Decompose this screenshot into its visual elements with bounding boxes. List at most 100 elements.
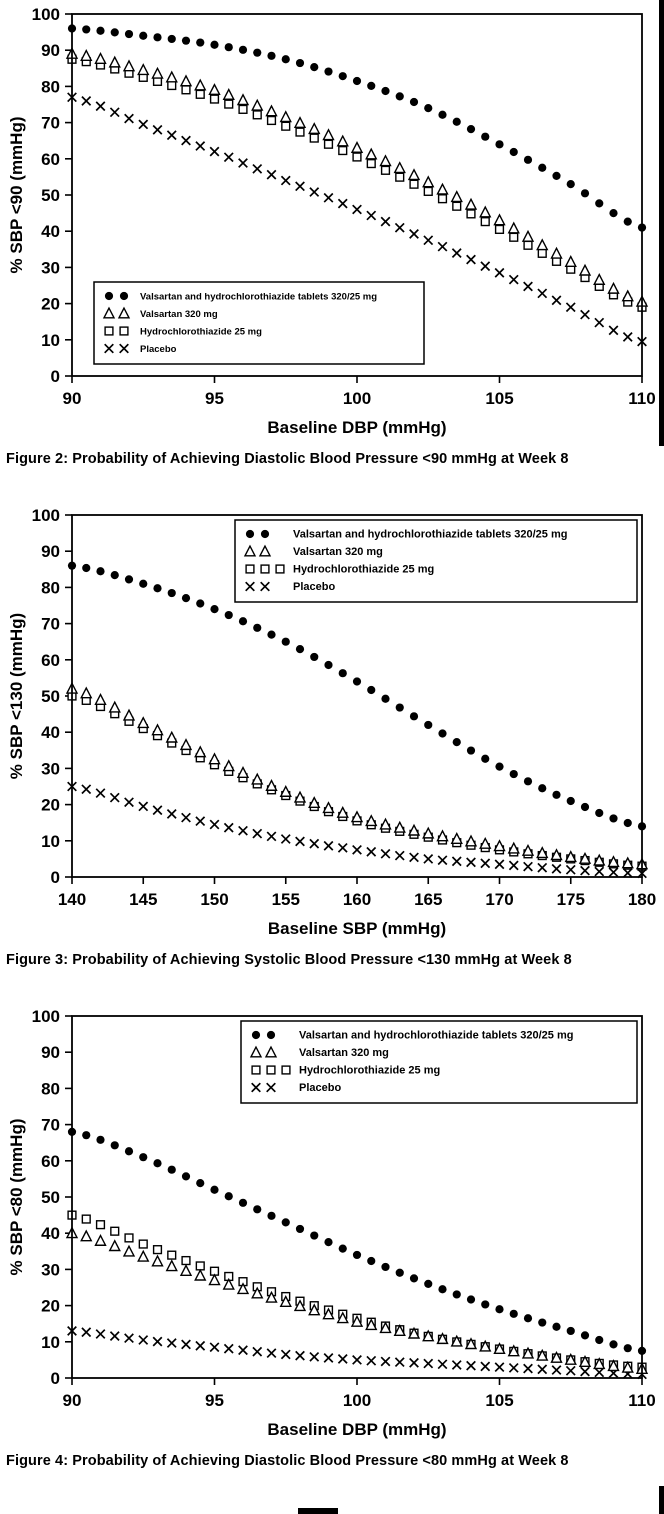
figure-3-chart: 140 145 150 155 160 165 170 175 180 0 10 20 30 40 50 60… (7, 506, 656, 938)
x-tick-label: 170 (485, 890, 513, 909)
figure-4-chart: 90 95 100 105 110 0 10 20 30 40 50 60 70 80 90 100 Basel… (7, 1007, 656, 1439)
x-tick-label: 110 (628, 1391, 655, 1410)
x-tick-label: 175 (557, 890, 585, 909)
figure-4-caption: Figure 4: Probability of Achieving Diast… (6, 1453, 569, 1469)
x-tick-label: 100 (343, 1391, 371, 1410)
legend-label: Valsartan 320 mg (293, 546, 383, 558)
y-tick-label: 50 (41, 687, 60, 706)
y-tick-label: 60 (41, 1152, 60, 1171)
y-tick-label: 10 (41, 832, 60, 851)
axes: 140 145 150 155 160 165 170 175 180 0 10 20 30 40 50 60… (7, 506, 656, 938)
y-tick-label: 10 (41, 331, 60, 350)
legend-label: Hydrochlorothiazide 25 mg (140, 327, 262, 338)
plot-frame (71, 514, 643, 878)
y-tick-label: 100 (32, 1007, 60, 1026)
series-filled-circle (67, 24, 647, 232)
legend: Valsartan and hydrochlorothiazide tablet… (234, 519, 638, 603)
axes: 90 95 100 105 110 0 10 20 30 40 50 60 70 80 90 100 Basel… (7, 1007, 656, 1439)
y-tick-label: 30 (41, 258, 60, 277)
x-tick-label: 90 (63, 389, 82, 408)
x-tick-label: 95 (205, 1391, 224, 1410)
y-tick-label: 10 (41, 1333, 60, 1352)
y-tick-label: 100 (32, 506, 60, 525)
y-tick-label: 70 (41, 114, 60, 133)
scan-artifact-bottom-center (298, 1508, 338, 1514)
y-tick-label: 90 (41, 1043, 60, 1062)
legend-label: Placebo (140, 344, 177, 355)
x-tick-label: 180 (628, 890, 656, 909)
y-tick-label: 60 (41, 150, 60, 169)
plot-frame (71, 13, 643, 377)
series-open-triangle (65, 46, 649, 307)
series-open-triangle (65, 681, 649, 870)
x-tick-label: 145 (129, 890, 157, 909)
scan-artifact-right-bottom (659, 1486, 664, 1514)
y-tick-label: 0 (51, 1369, 60, 1388)
plot-frame (71, 1015, 643, 1379)
y-axis-label: % SBP <90 (mmHg) (7, 117, 26, 274)
axes: 90 95 100 105 110 0 10 20 30 40 50 60 70 80 90 100 Basel… (7, 5, 656, 437)
y-axis-label: % SBP <80 (mmHg) (7, 1119, 26, 1276)
legend-label: Valsartan 320 mg (299, 1047, 389, 1059)
legend: Valsartan and hydrochlorothiazide tablet… (93, 281, 425, 365)
y-tick-label: 20 (41, 295, 60, 314)
legend-label: Valsartan and hydrochlorothiazide tablet… (299, 1030, 573, 1042)
legend-label: Hydrochlorothiazide 25 mg (293, 564, 434, 576)
y-tick-label: 70 (41, 615, 60, 634)
y-tick-label: 40 (41, 1224, 60, 1243)
y-tick-label: 0 (51, 868, 60, 887)
x-tick-label: 95 (205, 389, 224, 408)
figure-2-caption: Figure 2: Probability of Achieving Diast… (6, 451, 569, 467)
x-axis-label: Baseline DBP (mmHg) (267, 418, 446, 437)
x-tick-label: 105 (485, 389, 513, 408)
y-tick-label: 90 (41, 41, 60, 60)
x-tick-label: 100 (343, 389, 371, 408)
x-axis-label: Baseline SBP (mmHg) (268, 919, 446, 938)
x-tick-label: 165 (414, 890, 442, 909)
y-tick-label: 30 (41, 759, 60, 778)
y-tick-label: 100 (32, 5, 60, 24)
y-tick-label: 60 (41, 651, 60, 670)
y-tick-label: 90 (41, 542, 60, 561)
y-tick-label: 40 (41, 723, 60, 742)
x-tick-label: 90 (63, 1391, 82, 1410)
x-axis-label: Baseline DBP (mmHg) (267, 1420, 446, 1439)
x-tick-label: 105 (485, 1391, 513, 1410)
legend: Valsartan and hydrochlorothiazide tablet… (240, 1020, 638, 1104)
scan-artifact-right-top (659, 0, 664, 446)
x-tick-label: 140 (58, 890, 86, 909)
series-filled-circle (67, 1127, 647, 1355)
legend-label: Valsartan and hydrochlorothiazide tablet… (293, 529, 567, 541)
y-tick-label: 40 (41, 222, 60, 241)
x-tick-label: 160 (343, 890, 371, 909)
y-tick-label: 70 (41, 1116, 60, 1135)
legend-label: Placebo (299, 1082, 341, 1094)
y-tick-label: 50 (41, 186, 60, 205)
series-x-cross (67, 92, 647, 347)
x-tick-label: 110 (628, 389, 655, 408)
y-tick-label: 30 (41, 1260, 60, 1279)
y-tick-label: 50 (41, 1188, 60, 1207)
figure-2: 90 95 100 105 110 0 10 20 30 40 50 60 70 80 90 100 Basel… (0, 4, 664, 467)
series-x-cross (67, 781, 647, 879)
y-tick-label: 20 (41, 796, 60, 815)
legend-label: Hydrochlorothiazide 25 mg (299, 1065, 440, 1077)
series-filled-circle (67, 561, 647, 831)
y-tick-label: 80 (41, 1079, 60, 1098)
figure-4: 90 95 100 105 110 0 10 20 30 40 50 60 70 80 90 100 Basel… (0, 1006, 664, 1469)
y-tick-label: 80 (41, 578, 60, 597)
legend-label: Placebo (293, 581, 335, 593)
y-tick-label: 80 (41, 77, 60, 96)
legend-label: Valsartan and hydrochlorothiazide tablet… (140, 292, 377, 303)
series-open-triangle (65, 1226, 649, 1374)
figure-2-chart: 90 95 100 105 110 0 10 20 30 40 50 60 70 80 90 100 Basel… (7, 5, 656, 437)
x-tick-label: 150 (200, 890, 228, 909)
legend-label: Valsartan 320 mg (140, 309, 218, 320)
y-tick-label: 0 (51, 367, 60, 386)
y-tick-label: 20 (41, 1297, 60, 1316)
y-axis-label: % SBP <130 (mmHg) (7, 613, 26, 779)
figure-3-caption: Figure 3: Probability of Achieving Systo… (6, 952, 572, 968)
figure-3: 140 145 150 155 160 165 170 175 180 0 10 20 30 40 50 60… (0, 505, 664, 968)
x-tick-label: 155 (272, 890, 300, 909)
